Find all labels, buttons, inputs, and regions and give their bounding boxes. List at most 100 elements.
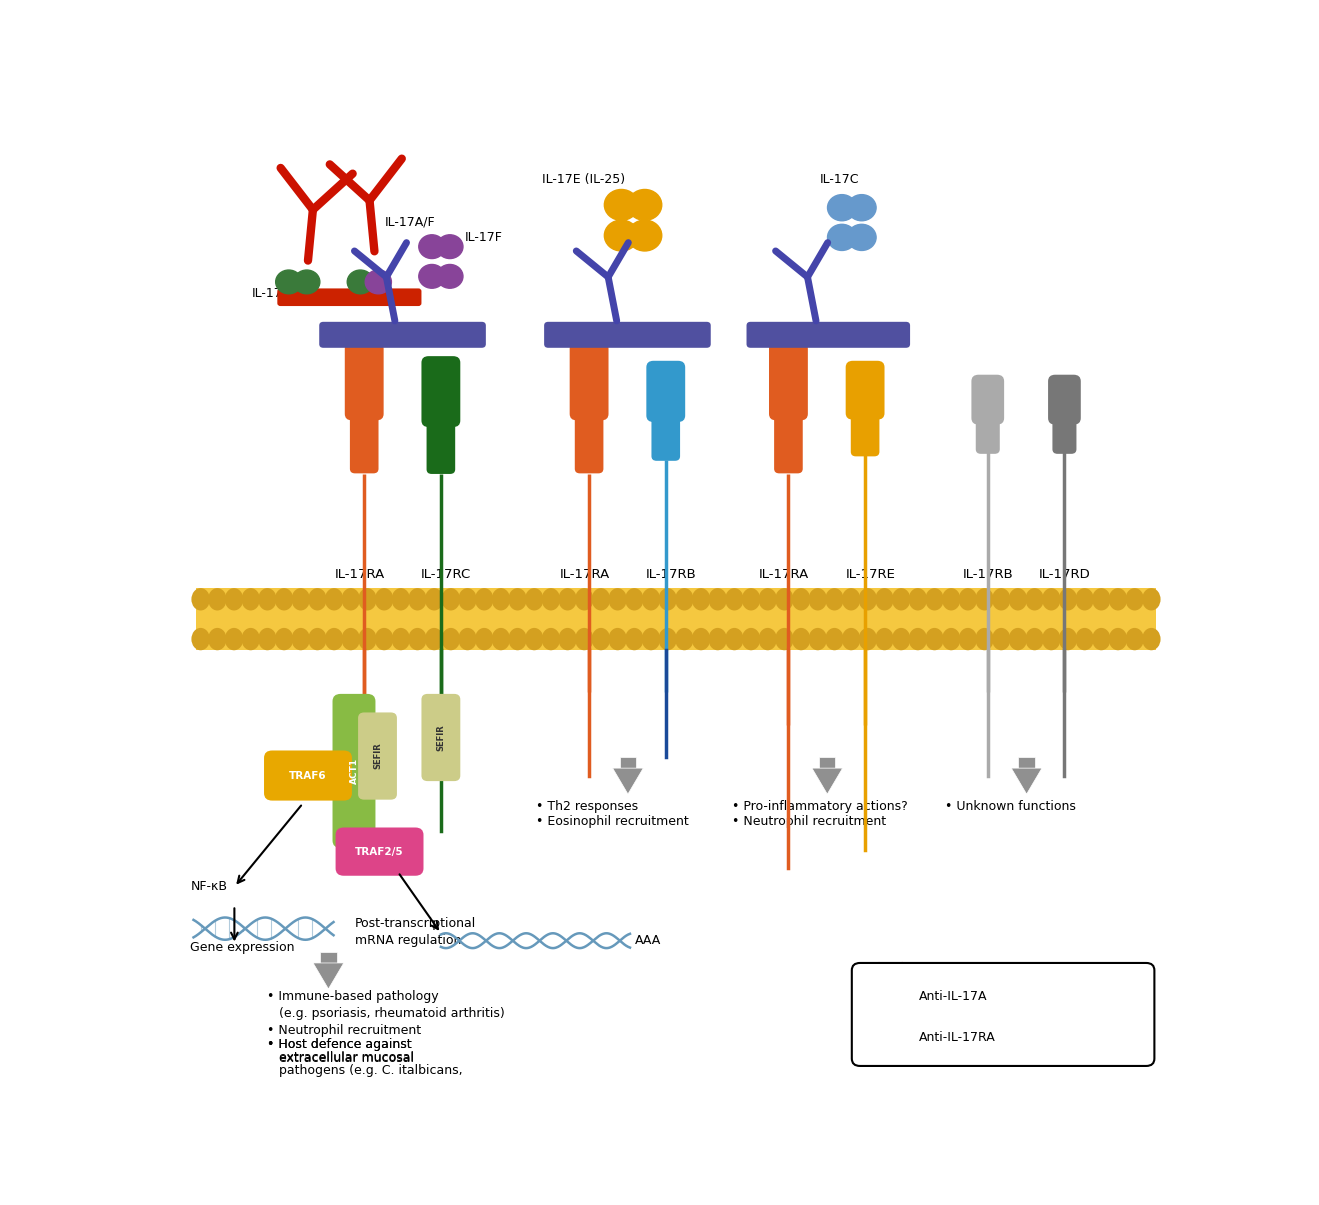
- Ellipse shape: [475, 588, 493, 611]
- Ellipse shape: [809, 628, 827, 651]
- Ellipse shape: [909, 588, 927, 611]
- Text: IL-17RE: IL-17RE: [845, 568, 896, 581]
- Ellipse shape: [608, 588, 627, 611]
- Ellipse shape: [741, 628, 760, 651]
- Polygon shape: [819, 757, 835, 768]
- Text: Anti-IL-17A: Anti-IL-17A: [919, 989, 988, 1003]
- Ellipse shape: [909, 628, 927, 651]
- Ellipse shape: [365, 270, 392, 294]
- Ellipse shape: [691, 628, 710, 651]
- Ellipse shape: [342, 628, 360, 651]
- Ellipse shape: [241, 588, 260, 611]
- FancyBboxPatch shape: [652, 412, 681, 460]
- Ellipse shape: [592, 588, 611, 611]
- FancyBboxPatch shape: [422, 694, 460, 781]
- Ellipse shape: [1042, 628, 1060, 651]
- Ellipse shape: [859, 588, 877, 611]
- FancyBboxPatch shape: [422, 357, 460, 427]
- Text: IL-17RB: IL-17RB: [963, 568, 1013, 581]
- FancyBboxPatch shape: [971, 375, 1004, 424]
- Ellipse shape: [276, 270, 302, 294]
- Ellipse shape: [675, 588, 694, 611]
- Ellipse shape: [1009, 588, 1028, 611]
- Ellipse shape: [604, 189, 638, 221]
- Ellipse shape: [435, 419, 446, 429]
- Ellipse shape: [508, 628, 526, 651]
- Ellipse shape: [342, 588, 360, 611]
- Text: • Eosinophil recruitment: • Eosinophil recruitment: [536, 816, 689, 828]
- FancyBboxPatch shape: [646, 360, 685, 422]
- Ellipse shape: [508, 588, 526, 611]
- Ellipse shape: [425, 628, 443, 651]
- Text: extracellular mucosal: extracellular mucosal: [266, 1052, 414, 1065]
- Ellipse shape: [1075, 588, 1093, 611]
- Ellipse shape: [1075, 628, 1093, 651]
- Ellipse shape: [992, 588, 1010, 611]
- Ellipse shape: [827, 195, 856, 221]
- Ellipse shape: [842, 588, 860, 611]
- Ellipse shape: [876, 628, 894, 651]
- Ellipse shape: [827, 224, 856, 251]
- Polygon shape: [620, 757, 636, 768]
- Ellipse shape: [359, 588, 377, 611]
- Ellipse shape: [628, 189, 662, 221]
- Ellipse shape: [942, 628, 960, 651]
- Text: IL-17F: IL-17F: [464, 231, 503, 243]
- Text: TRAF6: TRAF6: [289, 770, 327, 781]
- FancyBboxPatch shape: [1053, 415, 1076, 454]
- Ellipse shape: [408, 588, 427, 611]
- Text: IL-17RA: IL-17RA: [760, 568, 810, 581]
- Ellipse shape: [208, 588, 227, 611]
- Ellipse shape: [437, 235, 463, 259]
- Ellipse shape: [1142, 628, 1161, 651]
- FancyBboxPatch shape: [357, 712, 397, 800]
- Ellipse shape: [224, 628, 243, 651]
- Ellipse shape: [876, 588, 894, 611]
- FancyBboxPatch shape: [350, 411, 379, 474]
- Ellipse shape: [642, 588, 661, 611]
- Ellipse shape: [625, 588, 644, 611]
- Ellipse shape: [1125, 628, 1144, 651]
- Ellipse shape: [224, 588, 243, 611]
- Ellipse shape: [942, 588, 960, 611]
- Ellipse shape: [525, 588, 543, 611]
- Text: ACT1: ACT1: [350, 758, 359, 784]
- Ellipse shape: [984, 417, 992, 423]
- Ellipse shape: [725, 628, 744, 651]
- FancyBboxPatch shape: [344, 342, 384, 421]
- Ellipse shape: [809, 588, 827, 611]
- FancyBboxPatch shape: [769, 342, 807, 421]
- Ellipse shape: [1109, 628, 1128, 651]
- FancyBboxPatch shape: [319, 322, 485, 348]
- Bar: [195, 588, 1157, 651]
- Ellipse shape: [1092, 588, 1111, 611]
- Ellipse shape: [324, 628, 343, 651]
- FancyBboxPatch shape: [1049, 375, 1080, 424]
- Ellipse shape: [1025, 628, 1043, 651]
- Text: IL-17C: IL-17C: [820, 174, 859, 187]
- FancyBboxPatch shape: [774, 411, 803, 474]
- Text: IL-17A: IL-17A: [252, 287, 291, 300]
- Ellipse shape: [925, 628, 944, 651]
- Ellipse shape: [975, 628, 993, 651]
- Ellipse shape: [1142, 588, 1161, 611]
- Ellipse shape: [842, 628, 860, 651]
- Text: Post-transcriptional: Post-transcriptional: [355, 917, 476, 930]
- Ellipse shape: [741, 588, 760, 611]
- Ellipse shape: [1042, 588, 1060, 611]
- Ellipse shape: [291, 588, 310, 611]
- Text: • Neutrophil recruitment: • Neutrophil recruitment: [266, 1024, 421, 1038]
- Ellipse shape: [375, 628, 393, 651]
- Ellipse shape: [347, 270, 373, 294]
- Text: • Host defence against: • Host defence against: [266, 1039, 412, 1051]
- Text: IL-17A/F: IL-17A/F: [385, 216, 435, 228]
- Ellipse shape: [492, 588, 510, 611]
- Ellipse shape: [558, 628, 576, 651]
- Text: • Pro-inflammatory actions?: • Pro-inflammatory actions?: [732, 800, 907, 812]
- Ellipse shape: [604, 221, 638, 251]
- Ellipse shape: [642, 628, 661, 651]
- Ellipse shape: [259, 628, 277, 651]
- FancyBboxPatch shape: [545, 322, 711, 348]
- Text: IL-17RA: IL-17RA: [559, 568, 611, 581]
- Text: • Neutrophil recruitment: • Neutrophil recruitment: [732, 816, 886, 828]
